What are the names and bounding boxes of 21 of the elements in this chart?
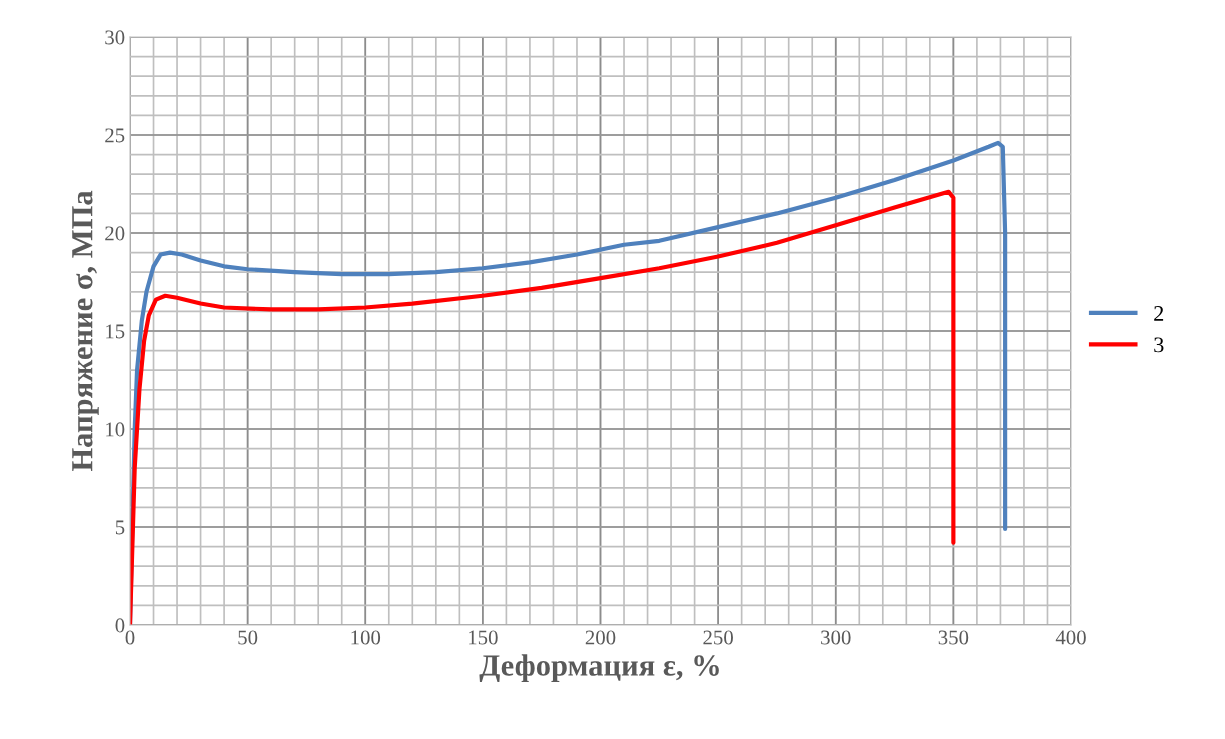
y-tick-label: 15 — [106, 324, 125, 339]
x-tick-label: 50 — [238, 630, 258, 645]
legend-label: 2 — [1154, 306, 1164, 321]
y-axis-title: Напряжение σ, МПа — [72, 190, 99, 472]
line-series — [130, 189, 956, 625]
x-axis-title: Деформация ε, % — [479, 654, 719, 683]
y-tick-label: 0 — [115, 618, 125, 633]
legend-label: 3 — [1154, 337, 1164, 353]
x-tick-label: 100 — [351, 630, 381, 645]
x-tick-label: 150 — [469, 630, 498, 645]
y-tick-label: 10 — [106, 422, 125, 437]
x-tick-label: 300 — [821, 630, 851, 645]
y-tick-label: 30 — [105, 30, 125, 45]
x-tick-label: 400 — [1055, 630, 1086, 645]
y-tick-label: 5 — [115, 520, 125, 535]
x-tick-label: 200 — [585, 630, 616, 645]
x-tick-label: 0 — [125, 630, 135, 645]
x-tick-label: 350 — [938, 630, 969, 645]
y-tick-label: 20 — [105, 226, 125, 241]
x-tick-label: 250 — [703, 630, 733, 645]
y-tick-label: 25 — [105, 128, 125, 143]
